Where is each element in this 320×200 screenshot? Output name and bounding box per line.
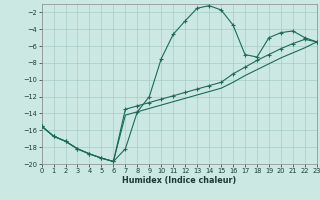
X-axis label: Humidex (Indice chaleur): Humidex (Indice chaleur)	[122, 176, 236, 185]
